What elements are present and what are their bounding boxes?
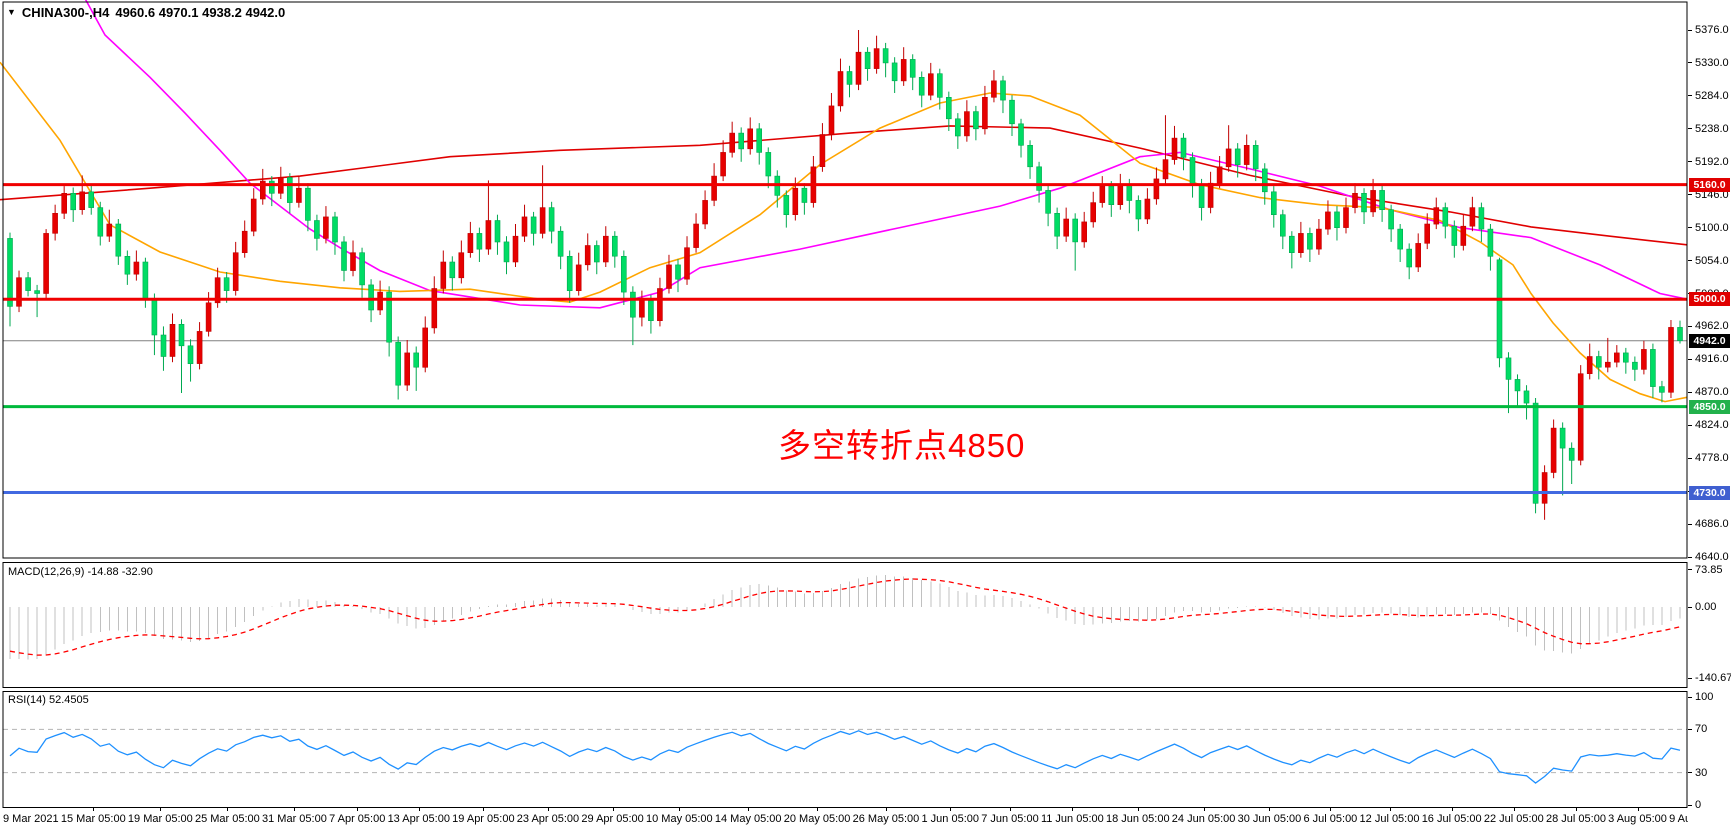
- time-axis-label: 10 May 05:00: [646, 807, 713, 831]
- macd-label: MACD(12,26,9) -14.88 -32.90: [8, 566, 153, 578]
- price-tick: 5330.0: [1688, 57, 1729, 69]
- price-axis[interactable]: 5376.0 5330.0 5284.0 5238.0 5192.0 5146.0 5100…: [1688, 0, 1731, 832]
- price-level-box: 5000.0: [1689, 292, 1730, 307]
- time-axis-label: 15 Mar 05:00: [61, 807, 126, 831]
- time-axis-label: 19 Mar 05:00: [128, 807, 193, 831]
- time-axis-label: 3 Aug 05:00: [1608, 807, 1667, 831]
- price-tick: 4962.0: [1688, 320, 1729, 332]
- price-tick: 4824.0: [1688, 419, 1729, 431]
- time-axis-label: 14 May 05:00: [715, 807, 782, 831]
- symbol-dropdown-icon[interactable]: ▼: [7, 6, 16, 17]
- price-level-box: 4850.0: [1689, 399, 1730, 414]
- rsi-label: RSI(14) 52.4505: [8, 694, 89, 706]
- time-axis-label: 12 Jul 05:00: [1360, 807, 1419, 831]
- time-axis-label: 22 Jul 05:00: [1484, 807, 1544, 831]
- time-axis-label: 16 Jul 05:00: [1422, 807, 1482, 831]
- time-axis-label: 25 Mar 05:00: [195, 807, 260, 831]
- price-tick: 4686.0: [1688, 518, 1729, 530]
- price-tick: 5192.0: [1688, 156, 1729, 168]
- price-tick: 5146.0: [1688, 189, 1729, 201]
- time-axis-label: 26 May 05:00: [853, 807, 919, 831]
- time-axis-label: 13 Apr 05:00: [388, 807, 450, 831]
- time-axis-label: 20 May 05:00: [784, 807, 850, 831]
- price-tick: 5100.0: [1688, 222, 1729, 234]
- rsi-line: [9, 730, 1681, 784]
- ma-fast-orange: [0, 61, 1688, 403]
- time-axis-label: 7 Apr 05:00: [329, 807, 385, 831]
- time-axis-label: 7 Jun 05:00: [981, 807, 1039, 831]
- ohlc-values: 4960.6 4970.1 4938.2 4942.0: [115, 5, 286, 20]
- time-axis-label: 31 Mar 05:00: [262, 807, 327, 831]
- time-axis-label: 6 Jul 05:00: [1303, 807, 1357, 831]
- price-tick: 4640.0: [1688, 551, 1729, 563]
- time-axis-label: 24 Jun 05:00: [1172, 807, 1235, 831]
- price-level-box: 4730.0: [1689, 485, 1730, 500]
- symbol-label: CHINA300-,H4: [21, 5, 110, 20]
- time-axis-label: 1 Jun 05:00: [922, 807, 979, 831]
- price-tick: 4778.0: [1688, 452, 1729, 464]
- price-level-box: 5160.0: [1689, 177, 1730, 192]
- time-axis[interactable]: 9 Mar 2021 15 Mar 05:00 19 Mar 05:00 25 Mar…: [3, 807, 1728, 831]
- rsi-scale-tick: 30: [1688, 767, 1707, 779]
- time-axis-label: 23 Apr 05:00: [517, 807, 579, 831]
- rsi-scale-tick: 100: [1688, 691, 1713, 703]
- time-axis-label: 29 Apr 05:00: [581, 807, 644, 831]
- price-tick: 5054.0: [1688, 255, 1729, 267]
- price-level-box: 4942.0: [1689, 333, 1730, 348]
- price-tick: 5376.0: [1688, 24, 1729, 36]
- price-tick: 4916.0: [1688, 353, 1729, 365]
- price-tick: 4870.0: [1688, 386, 1729, 398]
- rsi-scale-tick: 0: [1688, 799, 1701, 811]
- time-axis-label: 18 Jun 05:00: [1106, 807, 1170, 831]
- macd-scale-tick: -140.67: [1688, 672, 1731, 684]
- ma-mid-magenta: [84, 0, 1688, 309]
- time-axis-label: 30 Jun 05:00: [1238, 807, 1301, 831]
- time-axis-label: 9 Mar 2021: [3, 813, 59, 825]
- price-tick: 5238.0: [1688, 123, 1729, 135]
- macd-scale-tick: 73.85: [1688, 564, 1723, 576]
- ma-slow-red: [0, 125, 1688, 246]
- macd-indicator-canvas[interactable]: [0, 562, 1688, 688]
- time-axis-label: 19 Apr 05:00: [452, 807, 515, 831]
- macd-scale-tick: 0.00: [1688, 601, 1716, 613]
- time-axis-label: 11 Jun 05:00: [1041, 807, 1104, 831]
- chart-annotation-text: 多空转折点4850: [778, 427, 1026, 464]
- main-chart-canvas[interactable]: [0, 0, 1688, 560]
- symbol-title: ▼ CHINA300-,H4 4960.6 4970.1 4938.2 4942…: [7, 5, 285, 20]
- rsi-scale-tick: 70: [1688, 723, 1707, 735]
- time-axis-label: 28 Jul 05:00: [1546, 807, 1606, 831]
- macd-signal-line: [9, 578, 1681, 656]
- rsi-indicator-canvas[interactable]: [0, 691, 1688, 808]
- price-tick: 5284.0: [1688, 90, 1729, 102]
